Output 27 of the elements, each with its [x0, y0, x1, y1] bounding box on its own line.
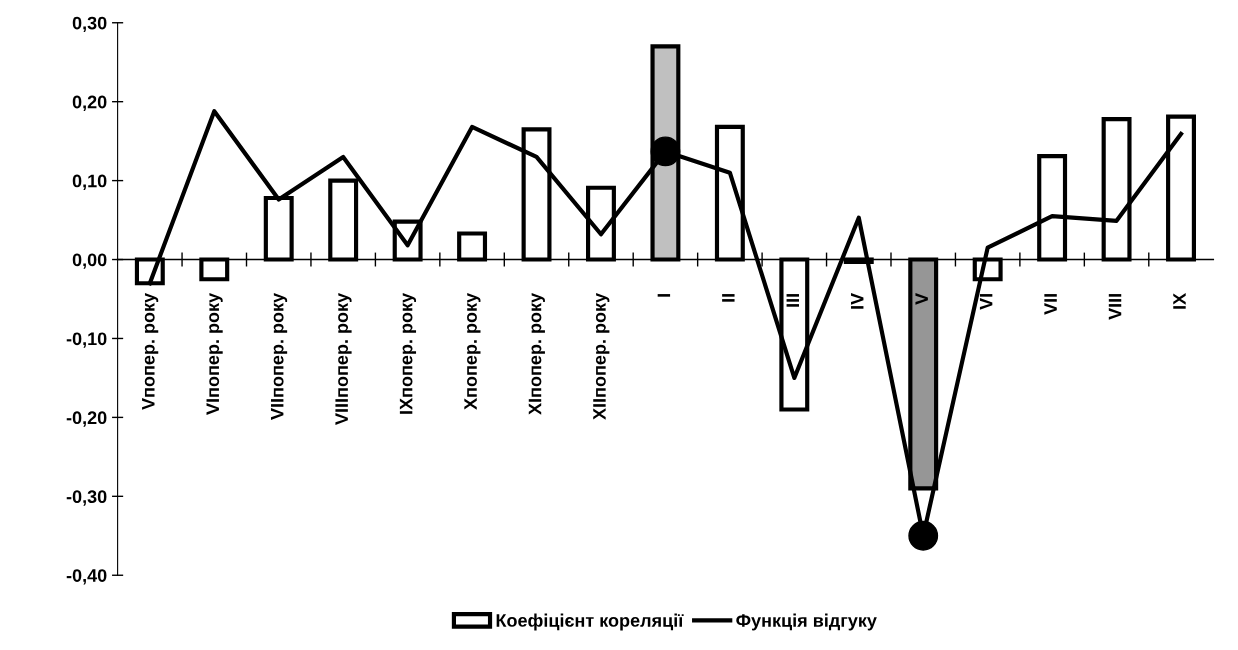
x-tick-label: IV — [851, 292, 864, 309]
x-tick-label: I — [657, 294, 671, 297]
y-tick-label: 0,30 — [72, 16, 107, 33]
x-tick-label: IXпопер. року — [399, 292, 417, 414]
y-tick-label: 0,20 — [72, 95, 107, 112]
x-tick-label: VIIпопер. року — [270, 292, 288, 420]
y-tick-label: 0,10 — [72, 174, 107, 190]
x-tick-label: XIIпопер. року — [593, 292, 610, 420]
x-tick-label: VIII — [1108, 294, 1122, 320]
y-tick-label: -0,30 — [66, 490, 107, 506]
legend-label: Коефіцієнт кореляції — [496, 613, 684, 631]
x-tick-label: III — [786, 294, 799, 307]
y-tick-label: 0,00 — [72, 253, 107, 269]
x-tick-label: Xпопер. року — [464, 292, 481, 410]
x-tick-label: V — [915, 292, 928, 305]
x-tick-label: VII — [1044, 294, 1057, 315]
y-tick-label: -0,40 — [66, 569, 107, 585]
x-tick-label: VI — [979, 294, 993, 310]
x-tick-label: Vпопер. року — [142, 292, 159, 410]
x-tick-label: IX — [1173, 293, 1186, 309]
legend-label: Функція відгуку — [736, 613, 877, 631]
x-tick-label: XIпопер. року — [528, 292, 545, 415]
x-tick-label: II — [722, 294, 735, 302]
x-tick-label: VIIIпопер. року — [335, 292, 352, 425]
x-tick-label: VIпопер. року — [206, 292, 223, 415]
y-tick-label: -0,20 — [66, 411, 107, 427]
y-tick-label: -0,10 — [66, 332, 107, 348]
